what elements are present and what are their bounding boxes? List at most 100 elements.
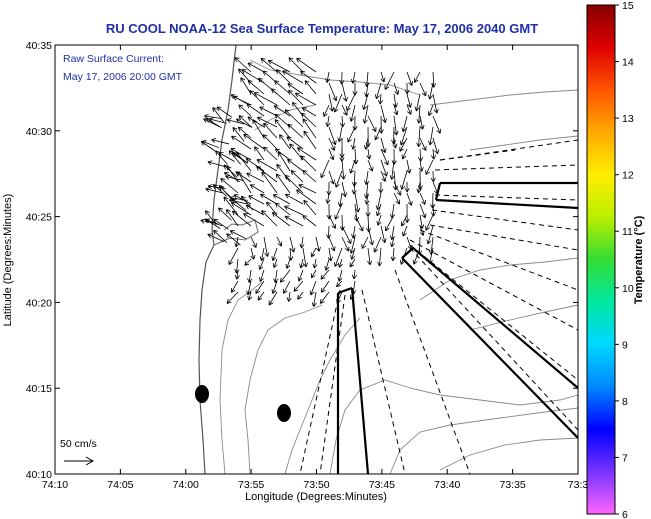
bathymetry-contour	[219, 281, 263, 475]
current-vector	[380, 104, 387, 124]
current-vector	[231, 135, 252, 150]
current-vector	[302, 247, 308, 268]
current-vector	[297, 291, 304, 300]
current-vector	[261, 210, 278, 227]
current-vector	[218, 152, 235, 162]
current-vector	[283, 280, 291, 294]
current-vector	[256, 166, 278, 183]
current-vector	[284, 215, 304, 227]
sector-line	[434, 182, 442, 201]
colorbar-tick-label: 14	[622, 57, 634, 69]
current-vector	[361, 236, 369, 249]
sector-line	[412, 247, 579, 389]
current-vector	[362, 104, 369, 124]
y-tick-label: 40:25	[26, 212, 52, 224]
current-vector	[212, 107, 224, 123]
current-vector	[274, 202, 291, 216]
current-vector	[241, 69, 265, 84]
map-background	[55, 45, 578, 474]
current-vector	[326, 225, 332, 239]
inset-line-1: Raw Surface Current:	[63, 53, 164, 65]
current-vector	[419, 203, 427, 219]
current-vector	[303, 199, 317, 216]
current-vector	[378, 181, 384, 194]
current-vector	[432, 137, 440, 155]
current-vector	[223, 164, 238, 178]
current-vector	[212, 184, 228, 197]
current-vector	[248, 195, 265, 205]
current-vector	[406, 192, 413, 206]
current-vector	[393, 181, 402, 196]
current-vector	[297, 269, 304, 282]
x-tick-label: 74:10	[42, 479, 68, 491]
current-vector	[256, 159, 278, 172]
current-vector	[243, 213, 265, 227]
current-vector	[272, 194, 291, 205]
current-vector	[253, 92, 278, 106]
current-vector	[363, 137, 369, 150]
current-vector	[328, 137, 336, 151]
current-vector	[319, 291, 330, 304]
sector-line	[401, 247, 414, 259]
current-vector	[315, 236, 321, 252]
bathymetry-contour	[419, 257, 579, 301]
x-tick-label: 73:45	[369, 479, 395, 491]
radar-site-marker	[195, 385, 209, 403]
current-vector	[432, 93, 439, 114]
current-vector	[231, 198, 247, 211]
current-vector	[237, 171, 252, 194]
current-vector	[302, 118, 317, 139]
current-vector	[267, 59, 291, 73]
current-vector	[373, 236, 382, 253]
current-vector	[287, 83, 304, 95]
bathymetry-contour	[429, 89, 579, 106]
current-vector	[263, 146, 278, 161]
current-vector	[296, 57, 317, 73]
current-vector	[338, 258, 343, 268]
current-vector	[430, 148, 437, 160]
sector-line	[434, 194, 579, 201]
current-vector	[285, 258, 291, 269]
bathymetry-contour	[244, 304, 323, 475]
y-tick-label: 40:35	[26, 40, 52, 52]
x-tick-label: 73:50	[303, 479, 329, 491]
current-vector	[404, 82, 410, 95]
current-vector	[302, 215, 317, 227]
current-vector	[255, 280, 265, 294]
current-vector	[333, 93, 343, 113]
current-vector	[278, 151, 291, 172]
y-axis-ticks: 40:35 40:30 40:25 40:20 40:15 40:10	[26, 40, 578, 481]
current-vector	[362, 93, 369, 111]
scale-label: 50 cm/s	[60, 438, 97, 450]
current-vector	[337, 192, 343, 207]
current-vector	[425, 159, 434, 175]
radar-site-marker	[277, 404, 291, 422]
bathymetry-contour	[389, 407, 579, 475]
current-vector	[294, 92, 317, 106]
current-vector	[263, 236, 270, 257]
current-vector	[263, 122, 278, 139]
current-vector	[201, 140, 219, 149]
current-vector	[341, 181, 348, 198]
sector-line	[350, 287, 370, 475]
current-vector	[367, 247, 373, 266]
current-vector	[297, 147, 317, 161]
current-vector	[240, 77, 252, 95]
current-vector	[274, 80, 291, 95]
current-vector	[377, 247, 383, 267]
colorbar-tick-label: 9	[622, 339, 628, 351]
inset-line-2: May 17, 2006 20:00 GMT	[63, 71, 183, 83]
current-vector	[288, 247, 294, 261]
current-vector	[380, 170, 387, 182]
current-vector	[218, 184, 232, 199]
current-vector	[226, 233, 241, 246]
current-vector	[274, 113, 291, 128]
current-vector	[259, 247, 265, 261]
y-axis-label: Latitude (Degrees:Minutes)	[2, 194, 14, 327]
current-vector	[401, 148, 408, 160]
current-vector	[336, 280, 343, 288]
current-vector	[346, 93, 356, 112]
current-vector	[258, 258, 265, 270]
current-vector	[328, 93, 335, 112]
